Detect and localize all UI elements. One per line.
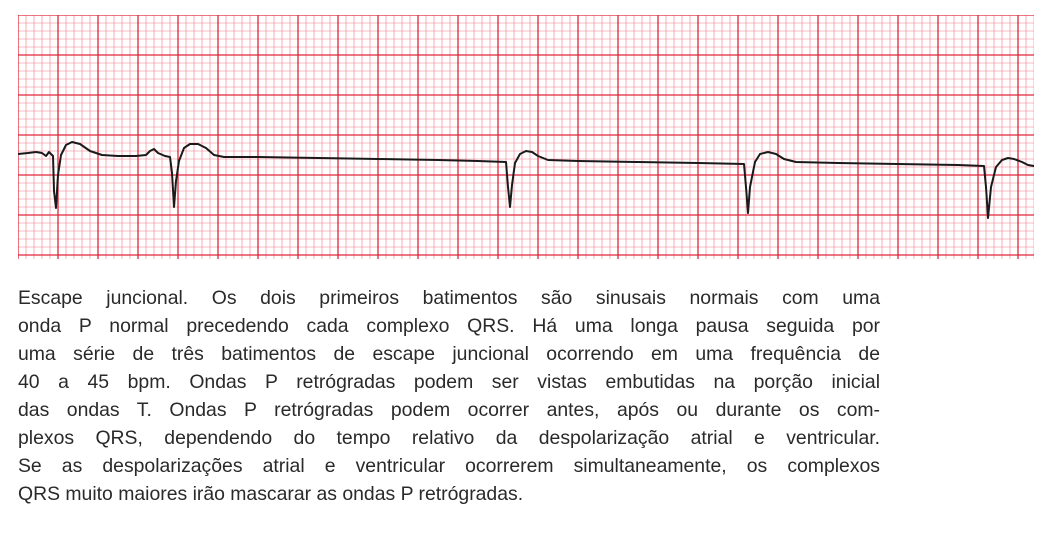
ecg-rhythm-strip [18, 15, 1034, 259]
figure-caption: Escape juncional. Os dois primeiros bati… [18, 284, 880, 508]
ecg-strip [18, 15, 1034, 259]
ecg-paper-background [18, 15, 1034, 259]
ecg-trace [18, 141, 1034, 219]
caption-line-7: Se as despolarizações atrial e ventricul… [18, 455, 880, 477]
caption-line-8: QRS muito maiores irão mascarar as ondas… [18, 483, 524, 505]
ecg-grid-minor [18, 15, 1034, 259]
caption-line-3: uma série de três batimentos de escape j… [18, 343, 880, 365]
ecg-grid-major [18, 15, 1034, 259]
caption-line-6: plexos QRS, dependendo do tempo relativo… [18, 427, 880, 449]
caption-line-5: das ondas T. Ondas P retrógradas podem o… [18, 399, 880, 421]
caption-line-4: 40 a 45 bpm. Ondas P retrógradas podem s… [18, 371, 880, 393]
caption-line-1: Escape juncional. Os dois primeiros bati… [18, 287, 880, 309]
caption-line-2: onda P normal precedendo cada complexo Q… [18, 315, 880, 337]
